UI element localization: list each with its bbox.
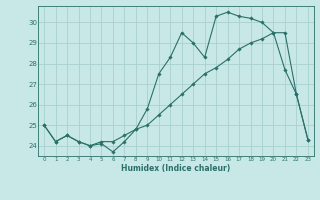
X-axis label: Humidex (Indice chaleur): Humidex (Indice chaleur) — [121, 164, 231, 173]
